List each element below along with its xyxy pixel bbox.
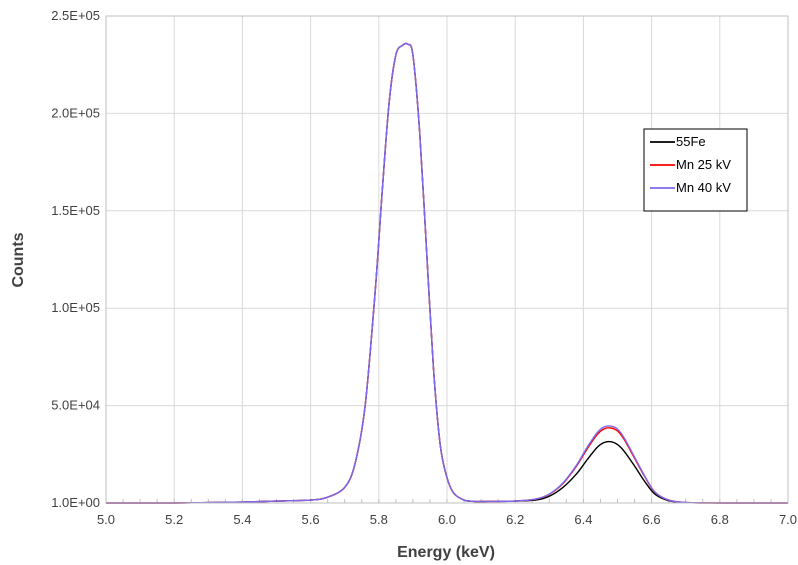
y-tick-label: 1.5E+05 bbox=[51, 203, 100, 218]
x-tick-label: 5.8 bbox=[370, 512, 388, 527]
legend-label: Mn 25 kV bbox=[676, 157, 731, 172]
series-lines bbox=[106, 42, 788, 504]
x-tick-label: 7.0 bbox=[779, 512, 797, 527]
x-tick-label: 5.0 bbox=[97, 512, 115, 527]
y-tick-label: 1.0E+00 bbox=[51, 495, 100, 510]
legend: 55Fe Mn 25 kV Mn 40 kV bbox=[643, 128, 748, 212]
legend-label: 55Fe bbox=[676, 134, 706, 149]
x-tick-label: 6.4 bbox=[574, 512, 592, 527]
y-tick-label: 5.0E+04 bbox=[51, 398, 100, 413]
x-tick-label: 5.6 bbox=[302, 512, 320, 527]
x-tick-label: 6.0 bbox=[438, 512, 456, 527]
y-tick-label: 1.0E+05 bbox=[51, 300, 100, 315]
x-axis-title: Energy (keV) bbox=[397, 544, 495, 561]
legend-label: Mn 40 kV bbox=[676, 180, 731, 195]
y-tick-labels: 1.0E+00 5.0E+04 1.0E+05 1.5E+05 2.0E+05 2.5E+… bbox=[51, 8, 100, 510]
y-tick-label: 2.5E+05 bbox=[51, 8, 100, 23]
x-tick-labels: 5.0 5.2 5.4 5.6 5.8 6.0 6.2 6.4 6.6 6.8 7.0 bbox=[97, 512, 797, 527]
x-tick-label: 5.2 bbox=[165, 512, 183, 527]
series-line-3 bbox=[106, 42, 788, 504]
x-tick-label: 6.8 bbox=[711, 512, 729, 527]
x-tick-label: 6.2 bbox=[506, 512, 524, 527]
plot-area-frame bbox=[105, 15, 789, 504]
x-tick-label: 6.6 bbox=[643, 512, 661, 527]
x-tick-label: 5.4 bbox=[233, 512, 251, 527]
y-tick-label: 2.0E+05 bbox=[51, 105, 100, 120]
y-axis-title: Counts bbox=[10, 232, 27, 287]
